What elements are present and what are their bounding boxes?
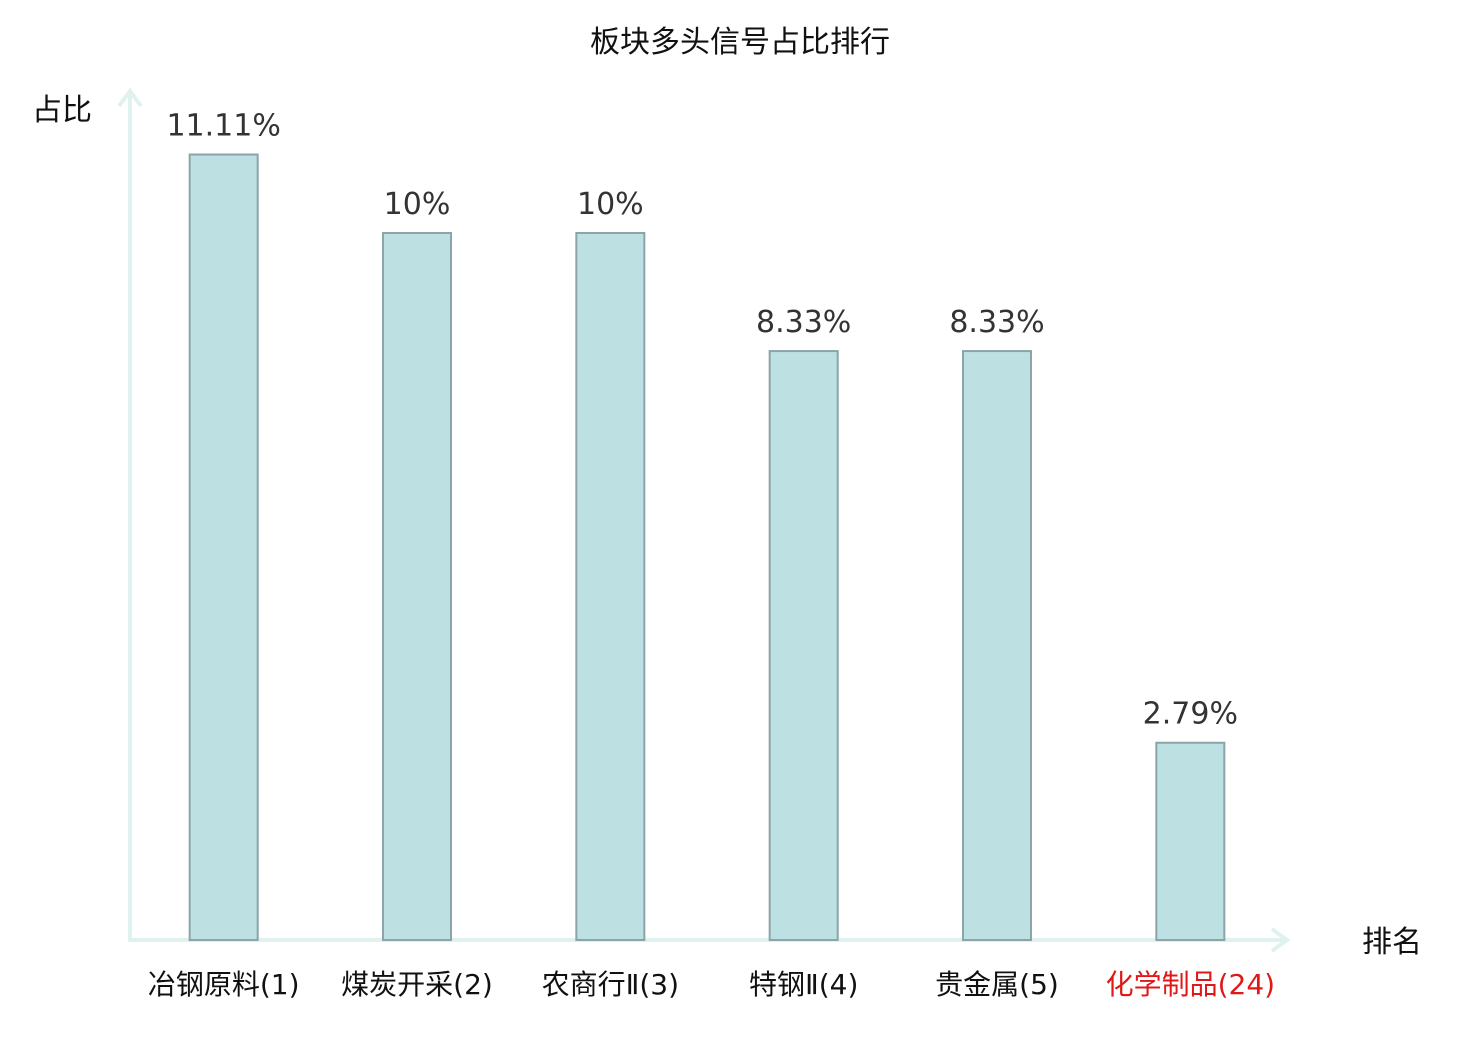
bar-value-label: 2.79% [1143, 697, 1238, 732]
category-label: 农商行Ⅱ(3) [542, 968, 679, 1001]
bar [382, 232, 452, 941]
bar [188, 153, 259, 941]
category-label: 煤炭开采(2) [341, 968, 493, 1001]
y-axis-title: 占比 [32, 93, 92, 128]
bar [575, 232, 646, 941]
bar-series [188, 153, 1226, 942]
bar [962, 350, 1032, 942]
x-axis-arrow [1270, 927, 1291, 953]
category-label: 贵金属(5) [935, 968, 1059, 1001]
bar [768, 350, 839, 942]
y-axis [117, 87, 143, 940]
x-axis-title: 排名 [1362, 925, 1422, 960]
category-label: 冶钢原料(1) [148, 968, 300, 1001]
y-axis-arrow [117, 87, 143, 108]
category-label: 特钢Ⅱ(4) [749, 968, 858, 1001]
value-labels: 11.11% 10% 10% 8.33% 8.33% 2.79% [166, 109, 1238, 732]
category-labels: 冶钢原料(1) 煤炭开采(2) 农商行Ⅱ(3) 特钢Ⅱ(4) 贵金属(5) 化学制品(24… [148, 968, 1275, 1001]
bar-value-label: 8.33% [949, 305, 1044, 340]
bar-value-label: 8.33% [756, 305, 851, 340]
bar-value-label: 11.11% [166, 109, 280, 144]
category-label: 化学制品(24) [1106, 968, 1275, 1001]
x-axis [128, 927, 1291, 953]
bar [1155, 741, 1226, 942]
bar-value-label: 10% [577, 187, 644, 222]
bar-value-label: 10% [384, 187, 451, 222]
chart-title: 板块多头信号占比排行 [590, 25, 890, 60]
